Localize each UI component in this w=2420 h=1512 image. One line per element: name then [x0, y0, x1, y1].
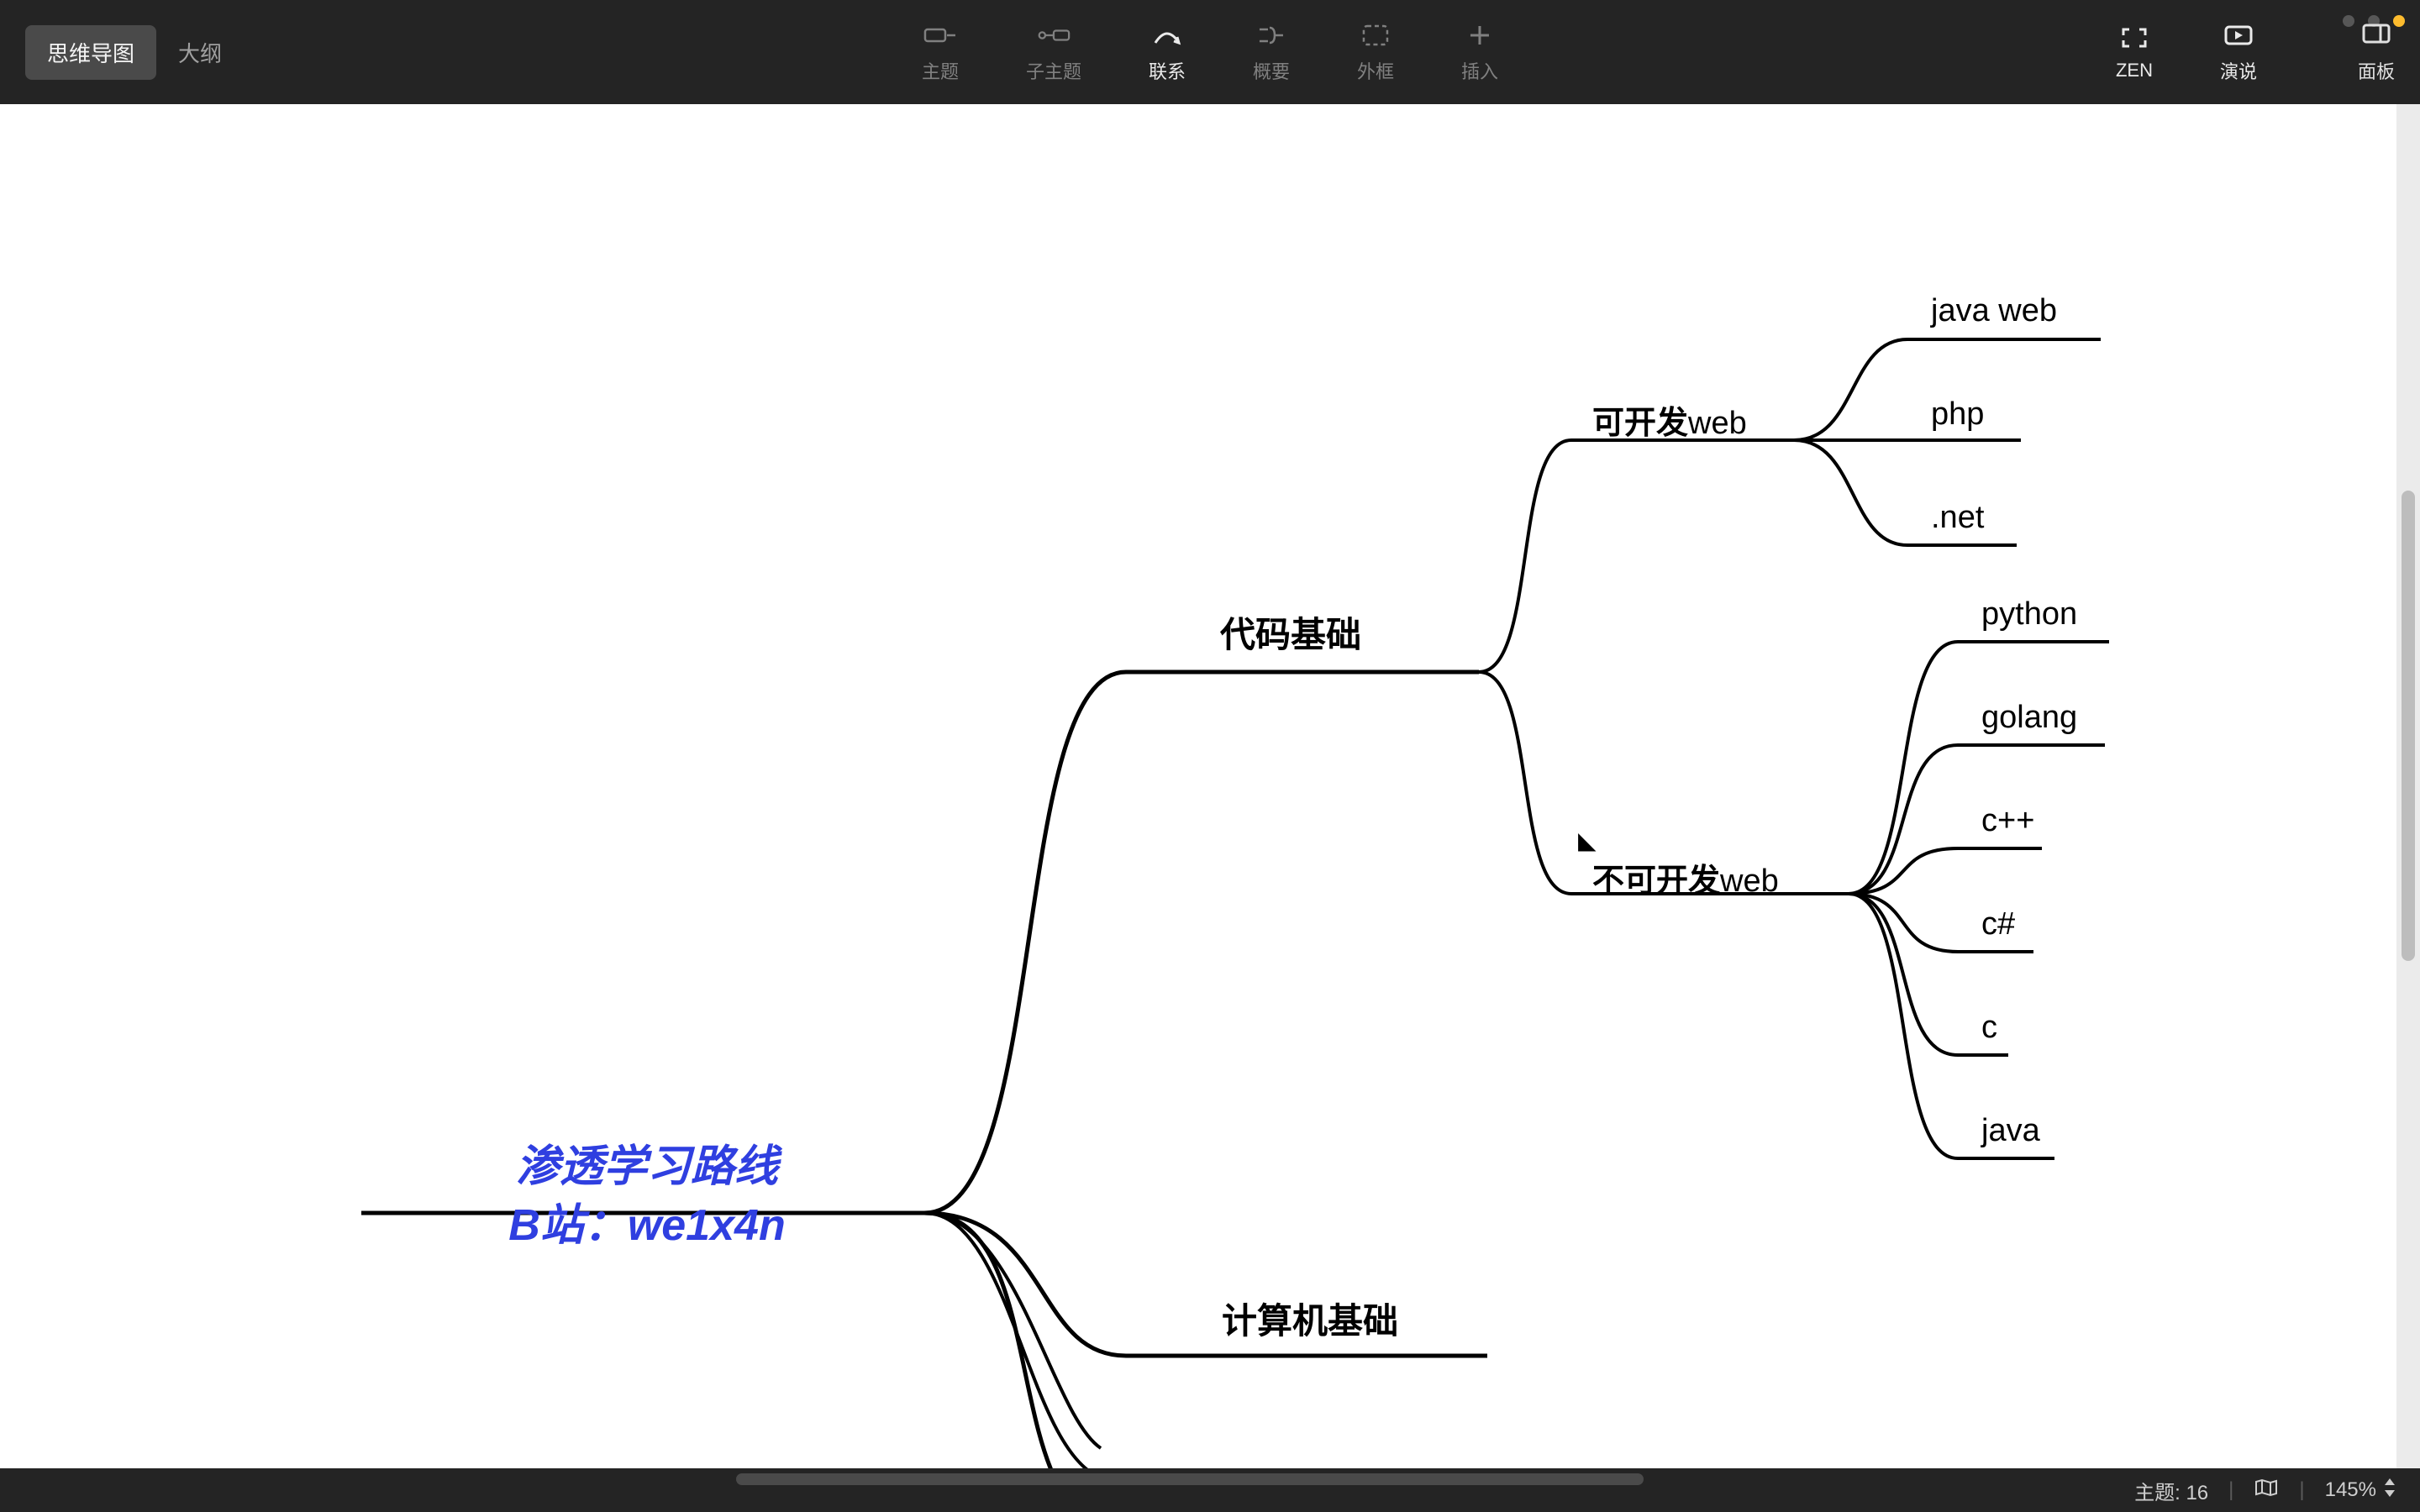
vertical-scrollbar-track[interactable] [2396, 104, 2420, 1468]
sub-can-dev-web[interactable]: 可开发web [1592, 396, 1747, 443]
zoom-stepper-icon[interactable] [2383, 1477, 2396, 1504]
sub-can-suffix: web [1688, 406, 1747, 441]
mindmap: 渗透学习路线 B站：we1x4n 代码基础 计算机基础 网络基础 可开发web … [0, 104, 2396, 1468]
top-toolbar: 思维导图 大纲 主题 子主题 联系 概要 [0, 0, 2420, 104]
sub-cannot-suffix: web [1720, 864, 1779, 899]
zen-button[interactable]: ZEN [2116, 23, 2153, 81]
subtopic-label: 子主题 [1026, 57, 1081, 84]
sub-cannot-dev-web[interactable]: 不可开发web [1592, 854, 1779, 900]
branch-code-basics[interactable]: 代码基础 [1220, 606, 1361, 658]
status-bar: 主题: 16 | | 145% [0, 1468, 2420, 1512]
summary-icon [1255, 20, 1288, 50]
relation-button[interactable]: 联系 [1149, 20, 1186, 84]
mouse-cursor: ◣ [1578, 827, 1597, 854]
relation-label: 联系 [1149, 57, 1186, 84]
present-label: 演说 [2220, 57, 2257, 84]
relation-icon [1150, 20, 1184, 50]
present-button[interactable]: 演说 [2220, 20, 2257, 84]
subtopic-icon [1037, 20, 1071, 50]
zoom-value: 145% [2325, 1478, 2376, 1502]
sub-cannot-prefix: 不可开发 [1592, 864, 1720, 899]
minimap-icon[interactable] [2254, 1478, 2279, 1504]
view-tabs: 思维导图 大纲 [25, 25, 244, 80]
branch-computer-basics[interactable]: 计算机基础 [1222, 1293, 1398, 1344]
leaf-java[interactable]: java [1981, 1113, 2040, 1149]
summary-label: 概要 [1253, 57, 1290, 84]
root-node[interactable]: 渗透学习路线 B站：we1x4n [412, 1137, 882, 1255]
insert-icon [1463, 20, 1497, 50]
panel-label: 面板 [2358, 57, 2395, 84]
insert-label: 插入 [1461, 57, 1498, 84]
leaf-php[interactable]: php [1931, 396, 1984, 433]
present-icon [2222, 20, 2255, 50]
vertical-scrollbar-thumb[interactable] [2402, 491, 2415, 961]
zen-icon [2118, 23, 2151, 53]
tab-outline[interactable]: 大纲 [156, 25, 244, 80]
zen-label: ZEN [2116, 60, 2153, 81]
leaf-dotnet[interactable]: .net [1931, 500, 1984, 536]
subtopic-button[interactable]: 子主题 [1026, 20, 1081, 84]
horizontal-scrollbar-thumb[interactable] [736, 1473, 1644, 1485]
summary-button[interactable]: 概要 [1253, 20, 1290, 84]
separator: | [2299, 1478, 2304, 1502]
boundary-icon [1359, 20, 1392, 50]
max-dot[interactable] [2393, 15, 2405, 27]
separator: | [2228, 1478, 2233, 1502]
topic-icon [923, 20, 957, 50]
leaf-c[interactable]: c [1981, 1010, 1997, 1046]
leaf-golang[interactable]: golang [1981, 700, 2077, 736]
mindmap-canvas[interactable]: 渗透学习路线 B站：we1x4n 代码基础 计算机基础 网络基础 可开发web … [0, 104, 2396, 1468]
boundary-label: 外框 [1357, 57, 1394, 84]
panel-icon [2360, 21, 2392, 50]
boundary-button[interactable]: 外框 [1357, 20, 1394, 84]
panel-button[interactable]: 面板 [2358, 21, 2395, 84]
leaf-javaweb[interactable]: java web [1931, 293, 2057, 329]
sub-can-prefix: 可开发 [1592, 406, 1688, 441]
toolbar-right-group: ZEN 演说 面板 [2116, 20, 2395, 84]
leaf-csharp[interactable]: c# [1981, 906, 2015, 942]
topic-label: 主题 [922, 57, 959, 84]
root-line2: B站：we1x4n [508, 1201, 785, 1250]
topic-count-label: 主题: 16 [2134, 1476, 2208, 1505]
insert-button[interactable]: 插入 [1461, 20, 1498, 84]
zoom-control[interactable]: 145% [2325, 1477, 2396, 1504]
root-line1: 渗透学习路线 [516, 1142, 778, 1191]
toolbar-center-group: 主题 子主题 联系 概要 外框 [922, 20, 1498, 84]
topic-button[interactable]: 主题 [922, 20, 959, 84]
tab-mindmap[interactable]: 思维导图 [25, 25, 156, 80]
leaf-cpp[interactable]: c++ [1981, 803, 2034, 839]
leaf-python[interactable]: python [1981, 596, 2077, 633]
